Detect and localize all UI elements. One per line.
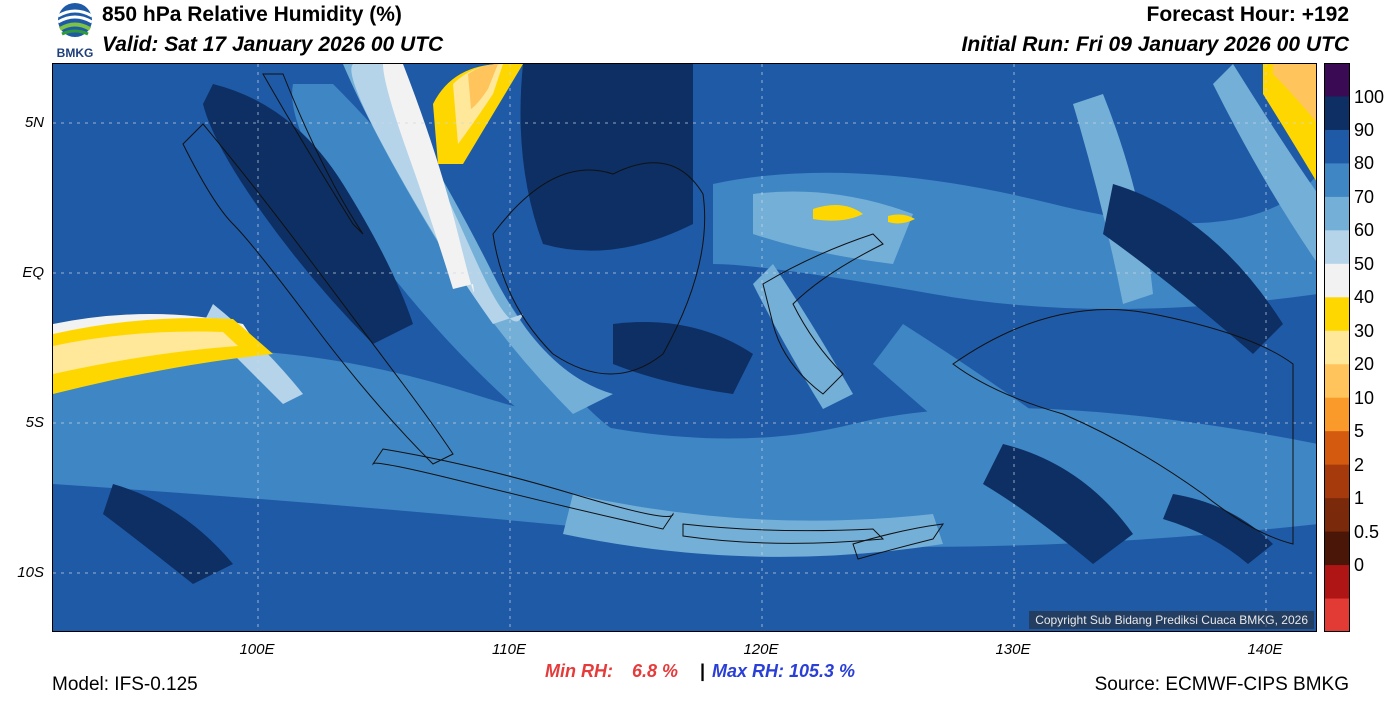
colorbar-swatch [1324, 498, 1350, 533]
colorbar-label: 60 [1354, 220, 1375, 241]
lat-label-eq: EQ [22, 264, 44, 281]
copyright-notice: Copyright Sub Bidang Prediksi Cuaca BMKG… [1029, 611, 1314, 629]
rh-band-60-70 [1213, 64, 1316, 262]
valid-time: Valid: Sat 17 January 2026 00 UTC [102, 33, 444, 56]
model-label: Model: IFS-0.125 [52, 674, 198, 695]
colorbar-label: 5 [1354, 421, 1365, 442]
colorbar-swatch [1324, 163, 1350, 198]
rh-band-90-100 [103, 484, 233, 584]
colorbar-swatch [1324, 196, 1350, 231]
rh-band-10-20 [1273, 64, 1316, 122]
coastline-new-guinea [952, 309, 1294, 545]
rh-band-90-100 [1163, 494, 1273, 564]
humidity-field [53, 64, 1316, 631]
lat-label-10s: 10S [17, 564, 44, 581]
coastline-borneo [492, 162, 706, 375]
colorbar-swatch [1324, 464, 1350, 499]
rh-band-90-100 [520, 64, 693, 251]
colorbar-label: 90 [1354, 119, 1375, 140]
colorbar-swatch [1324, 330, 1350, 365]
rh-band-40-50 [383, 64, 474, 293]
source-label: Source: ECMWF-CIPS BMKG [1094, 674, 1349, 695]
rh-band-60-70 [753, 191, 913, 264]
rh-band-30-40 [813, 205, 863, 221]
lat-label-5n: 5N [24, 114, 44, 131]
colorbar-label: 1 [1354, 488, 1365, 509]
colorbar-label: 20 [1354, 354, 1375, 375]
min-rh-value: 6.8 % [632, 661, 679, 681]
rh-band-20-30 [453, 64, 503, 144]
colorbar-swatch [1324, 397, 1350, 432]
coastline-sulawesi [762, 233, 884, 395]
colorbar-label: 80 [1354, 153, 1375, 174]
colorbar-label: 100 [1354, 86, 1385, 107]
rh-band-10-20 [468, 64, 498, 109]
rh-band-90-100 [983, 444, 1133, 564]
rh-band-90-100 [1103, 184, 1283, 354]
colorbar-swatch [1324, 364, 1350, 399]
colorbar-swatch [1324, 263, 1350, 298]
colorbar-swatch [1324, 598, 1350, 632]
colorbar-label: 10 [1354, 387, 1375, 408]
rh-separator: | [700, 661, 706, 681]
colorbar-label: 50 [1354, 253, 1375, 274]
forecast-hour: Forecast Hour: +192 [1146, 3, 1350, 26]
max-rh: Max RH: 105.3 % [712, 661, 856, 681]
colorbar-swatch [1324, 431, 1350, 466]
colorbar-swatch [1324, 297, 1350, 332]
coastline-sumatra [182, 123, 454, 465]
min-rh: Min RH: 6.8 % [545, 660, 678, 682]
initial-run: Initial Run: Fri 09 January 2026 00 UTC [961, 33, 1349, 56]
colorbar-swatch [1324, 96, 1350, 131]
chart-title: 850 hPa Relative Humidity (%) [102, 3, 402, 26]
rh-band-60-70 [753, 264, 853, 409]
rh-band-90-100 [203, 84, 413, 344]
lon-label-120e: 120E [743, 641, 779, 658]
lon-label-100e: 100E [239, 641, 275, 658]
colorbar-swatch [1324, 63, 1350, 97]
logo-text: BMKG [57, 46, 94, 60]
humidity-map: Copyright Sub Bidang Prediksi Cuaca BMKG… [52, 63, 1317, 632]
coastline-malay-peninsula [262, 73, 364, 235]
coastline-timor [852, 523, 945, 560]
min-rh-label: Min RH: [545, 661, 613, 681]
lon-label-110e: 110E [492, 641, 526, 658]
rh-band-20-30 [53, 331, 238, 374]
colorbar-label: 30 [1354, 320, 1375, 341]
colorbar-swatch [1324, 129, 1350, 164]
rh-band-30-40 [888, 214, 915, 224]
lon-label-140e: 140E [1247, 641, 1283, 658]
lat-label-5s: 5S [25, 414, 44, 431]
coastline-java [372, 448, 674, 530]
colorbar-label: 40 [1354, 287, 1375, 308]
colorbar-swatch [1324, 565, 1350, 600]
coastline-lesser-sunda [682, 523, 885, 544]
colorbar-label: 0.5 [1354, 521, 1380, 542]
colorbar-label: 2 [1354, 454, 1365, 475]
colorbar-swatch [1324, 230, 1350, 265]
colorbar-swatch [1324, 531, 1350, 566]
colorbar-label: 0 [1354, 555, 1365, 576]
lon-label-130e: 130E [995, 641, 1031, 658]
colorbar-label: 70 [1354, 186, 1375, 207]
rh-band-90-100 [613, 322, 753, 394]
colorbar [1324, 63, 1350, 632]
colorbar-frame [1324, 63, 1350, 632]
rh-band-70-80 [53, 349, 1316, 547]
bmkg-logo: BMKG [57, 3, 94, 60]
